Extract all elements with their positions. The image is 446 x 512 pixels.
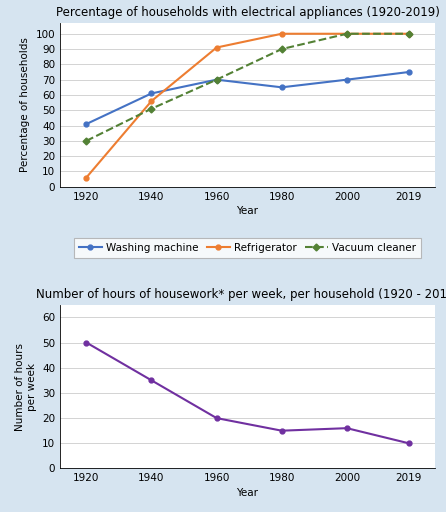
Title: Percentage of households with electrical appliances (1920-2019): Percentage of households with electrical…: [56, 6, 439, 19]
Title: Number of hours of housework* per week, per household (1920 - 2019): Number of hours of housework* per week, …: [36, 288, 446, 301]
Refrigerator: [214, 45, 219, 51]
Vacuum cleaner: [279, 46, 285, 52]
Vacuum cleaner: [149, 105, 154, 112]
Hours per week: [83, 339, 89, 346]
Washing machine: [279, 84, 285, 91]
Line: Refrigerator: Refrigerator: [84, 31, 411, 180]
Y-axis label: Percentage of households: Percentage of households: [20, 37, 30, 173]
Hours per week: [149, 377, 154, 383]
Washing machine: [214, 77, 219, 83]
Legend: Washing machine, Refrigerator, Vacuum cleaner: Washing machine, Refrigerator, Vacuum cl…: [74, 238, 421, 258]
Refrigerator: [406, 31, 412, 37]
Refrigerator: [149, 98, 154, 104]
Washing machine: [406, 69, 412, 75]
Vacuum cleaner: [83, 138, 89, 144]
Hours per week: [344, 425, 350, 431]
Vacuum cleaner: [214, 77, 219, 83]
Vacuum cleaner: [344, 31, 350, 37]
Washing machine: [344, 77, 350, 83]
Hours per week: [214, 415, 219, 421]
Vacuum cleaner: [406, 31, 412, 37]
Line: Washing machine: Washing machine: [84, 70, 411, 126]
Washing machine: [149, 91, 154, 97]
X-axis label: Year: Year: [236, 487, 259, 498]
Refrigerator: [344, 31, 350, 37]
Refrigerator: [83, 175, 89, 181]
Refrigerator: [279, 31, 285, 37]
Hours per week: [406, 440, 412, 446]
Line: Hours per week: Hours per week: [84, 340, 411, 446]
Y-axis label: Number of hours
per week: Number of hours per week: [15, 343, 37, 431]
X-axis label: Year: Year: [236, 206, 259, 216]
Washing machine: [83, 121, 89, 127]
Hours per week: [279, 428, 285, 434]
Line: Vacuum cleaner: Vacuum cleaner: [84, 31, 411, 143]
